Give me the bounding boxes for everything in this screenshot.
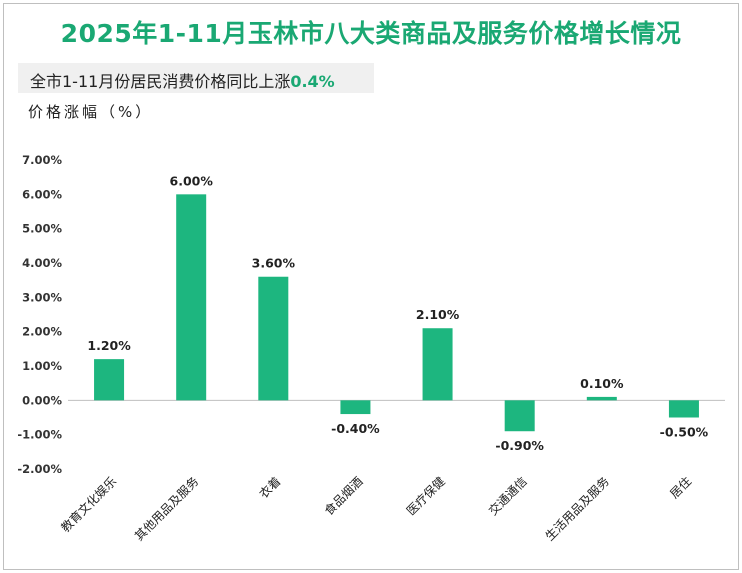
x-tick-label: 教育文化娱乐: [58, 474, 120, 536]
subtitle-box: 全市1-11月份居民消费价格同比上涨0.4%: [18, 63, 374, 93]
y-tick-label: -2.00%: [17, 462, 62, 476]
x-tick-label: 交通通信: [485, 474, 530, 519]
bar: [668, 400, 699, 418]
bar: [504, 400, 535, 432]
data-label: 0.10%: [580, 376, 624, 391]
subtitle-text: 全市1-11月份居民消费价格同比上涨: [30, 72, 291, 91]
y-tick-label: -1.00%: [17, 428, 62, 442]
data-label: 2.10%: [416, 307, 460, 322]
bar: [176, 194, 207, 401]
x-tick-label: 其他用品及服务: [131, 474, 201, 544]
y-tick-label: 6.00%: [22, 187, 62, 201]
data-label: 3.60%: [252, 256, 296, 271]
x-tick-label: 食品烟酒: [321, 474, 366, 519]
y-tick-label: 5.00%: [22, 222, 62, 236]
data-label: -0.40%: [331, 421, 380, 436]
y-tick-label: 0.00%: [22, 393, 62, 407]
x-tick-label: 医疗保健: [404, 474, 448, 518]
chart-title: 2025年1-11月玉林市八大类商品及服务价格增长情况: [60, 19, 682, 48]
bar: [422, 328, 453, 401]
x-tick-label: 居住: [667, 474, 694, 501]
bar: [258, 276, 289, 401]
chart-frame: [3, 3, 739, 570]
y-tick-label: 7.00%: [22, 153, 62, 167]
y-tick-label: 3.00%: [22, 290, 62, 304]
subtitle-highlight: 0.4%: [290, 72, 335, 91]
y-tick-label: 2.00%: [22, 325, 62, 339]
y-tick-label: 4.00%: [22, 256, 62, 270]
data-label: 1.20%: [87, 338, 131, 353]
subtitle: 全市1-11月份居民消费价格同比上涨0.4%: [30, 68, 335, 92]
bar: [340, 400, 371, 415]
data-label: -0.90%: [495, 438, 544, 453]
x-tick-label: 生活用品及服务: [542, 474, 612, 544]
bar: [94, 359, 125, 401]
data-label: 6.00%: [170, 173, 214, 188]
y-tick-label: 1.00%: [22, 359, 62, 373]
y-axis-label: 价格涨幅（%）: [28, 103, 154, 121]
bar: [586, 396, 617, 401]
data-label: -0.50%: [660, 425, 709, 440]
x-tick-label: 衣着: [256, 474, 284, 502]
